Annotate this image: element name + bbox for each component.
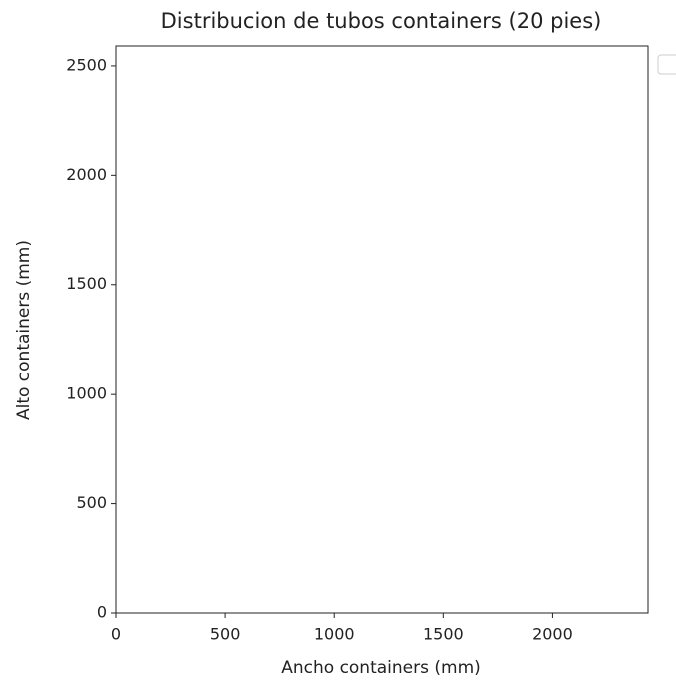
- legend-box: [657, 54, 676, 75]
- y-tick-label: 2000: [66, 165, 107, 184]
- x-tick-label: 2000: [532, 625, 573, 644]
- x-tick-label: 1000: [314, 625, 355, 644]
- y-tick-label: 0: [97, 603, 107, 622]
- y-tick-label: 1500: [66, 274, 107, 293]
- x-tick-label: 1500: [423, 625, 464, 644]
- y-tick-label: 500: [76, 493, 107, 512]
- x-tick-label: 0: [111, 625, 121, 644]
- x-axis-label: Ancho containers (mm): [281, 658, 481, 678]
- x-tick-label: 500: [210, 625, 241, 644]
- plot-frame: [115, 45, 649, 614]
- y-axis-label: Alto containers (mm): [14, 240, 34, 420]
- y-tick-label: 2500: [66, 55, 107, 74]
- chart-title: Distribucion de tubos containers (20 pie…: [161, 9, 602, 33]
- y-tick-label: 1000: [66, 384, 107, 403]
